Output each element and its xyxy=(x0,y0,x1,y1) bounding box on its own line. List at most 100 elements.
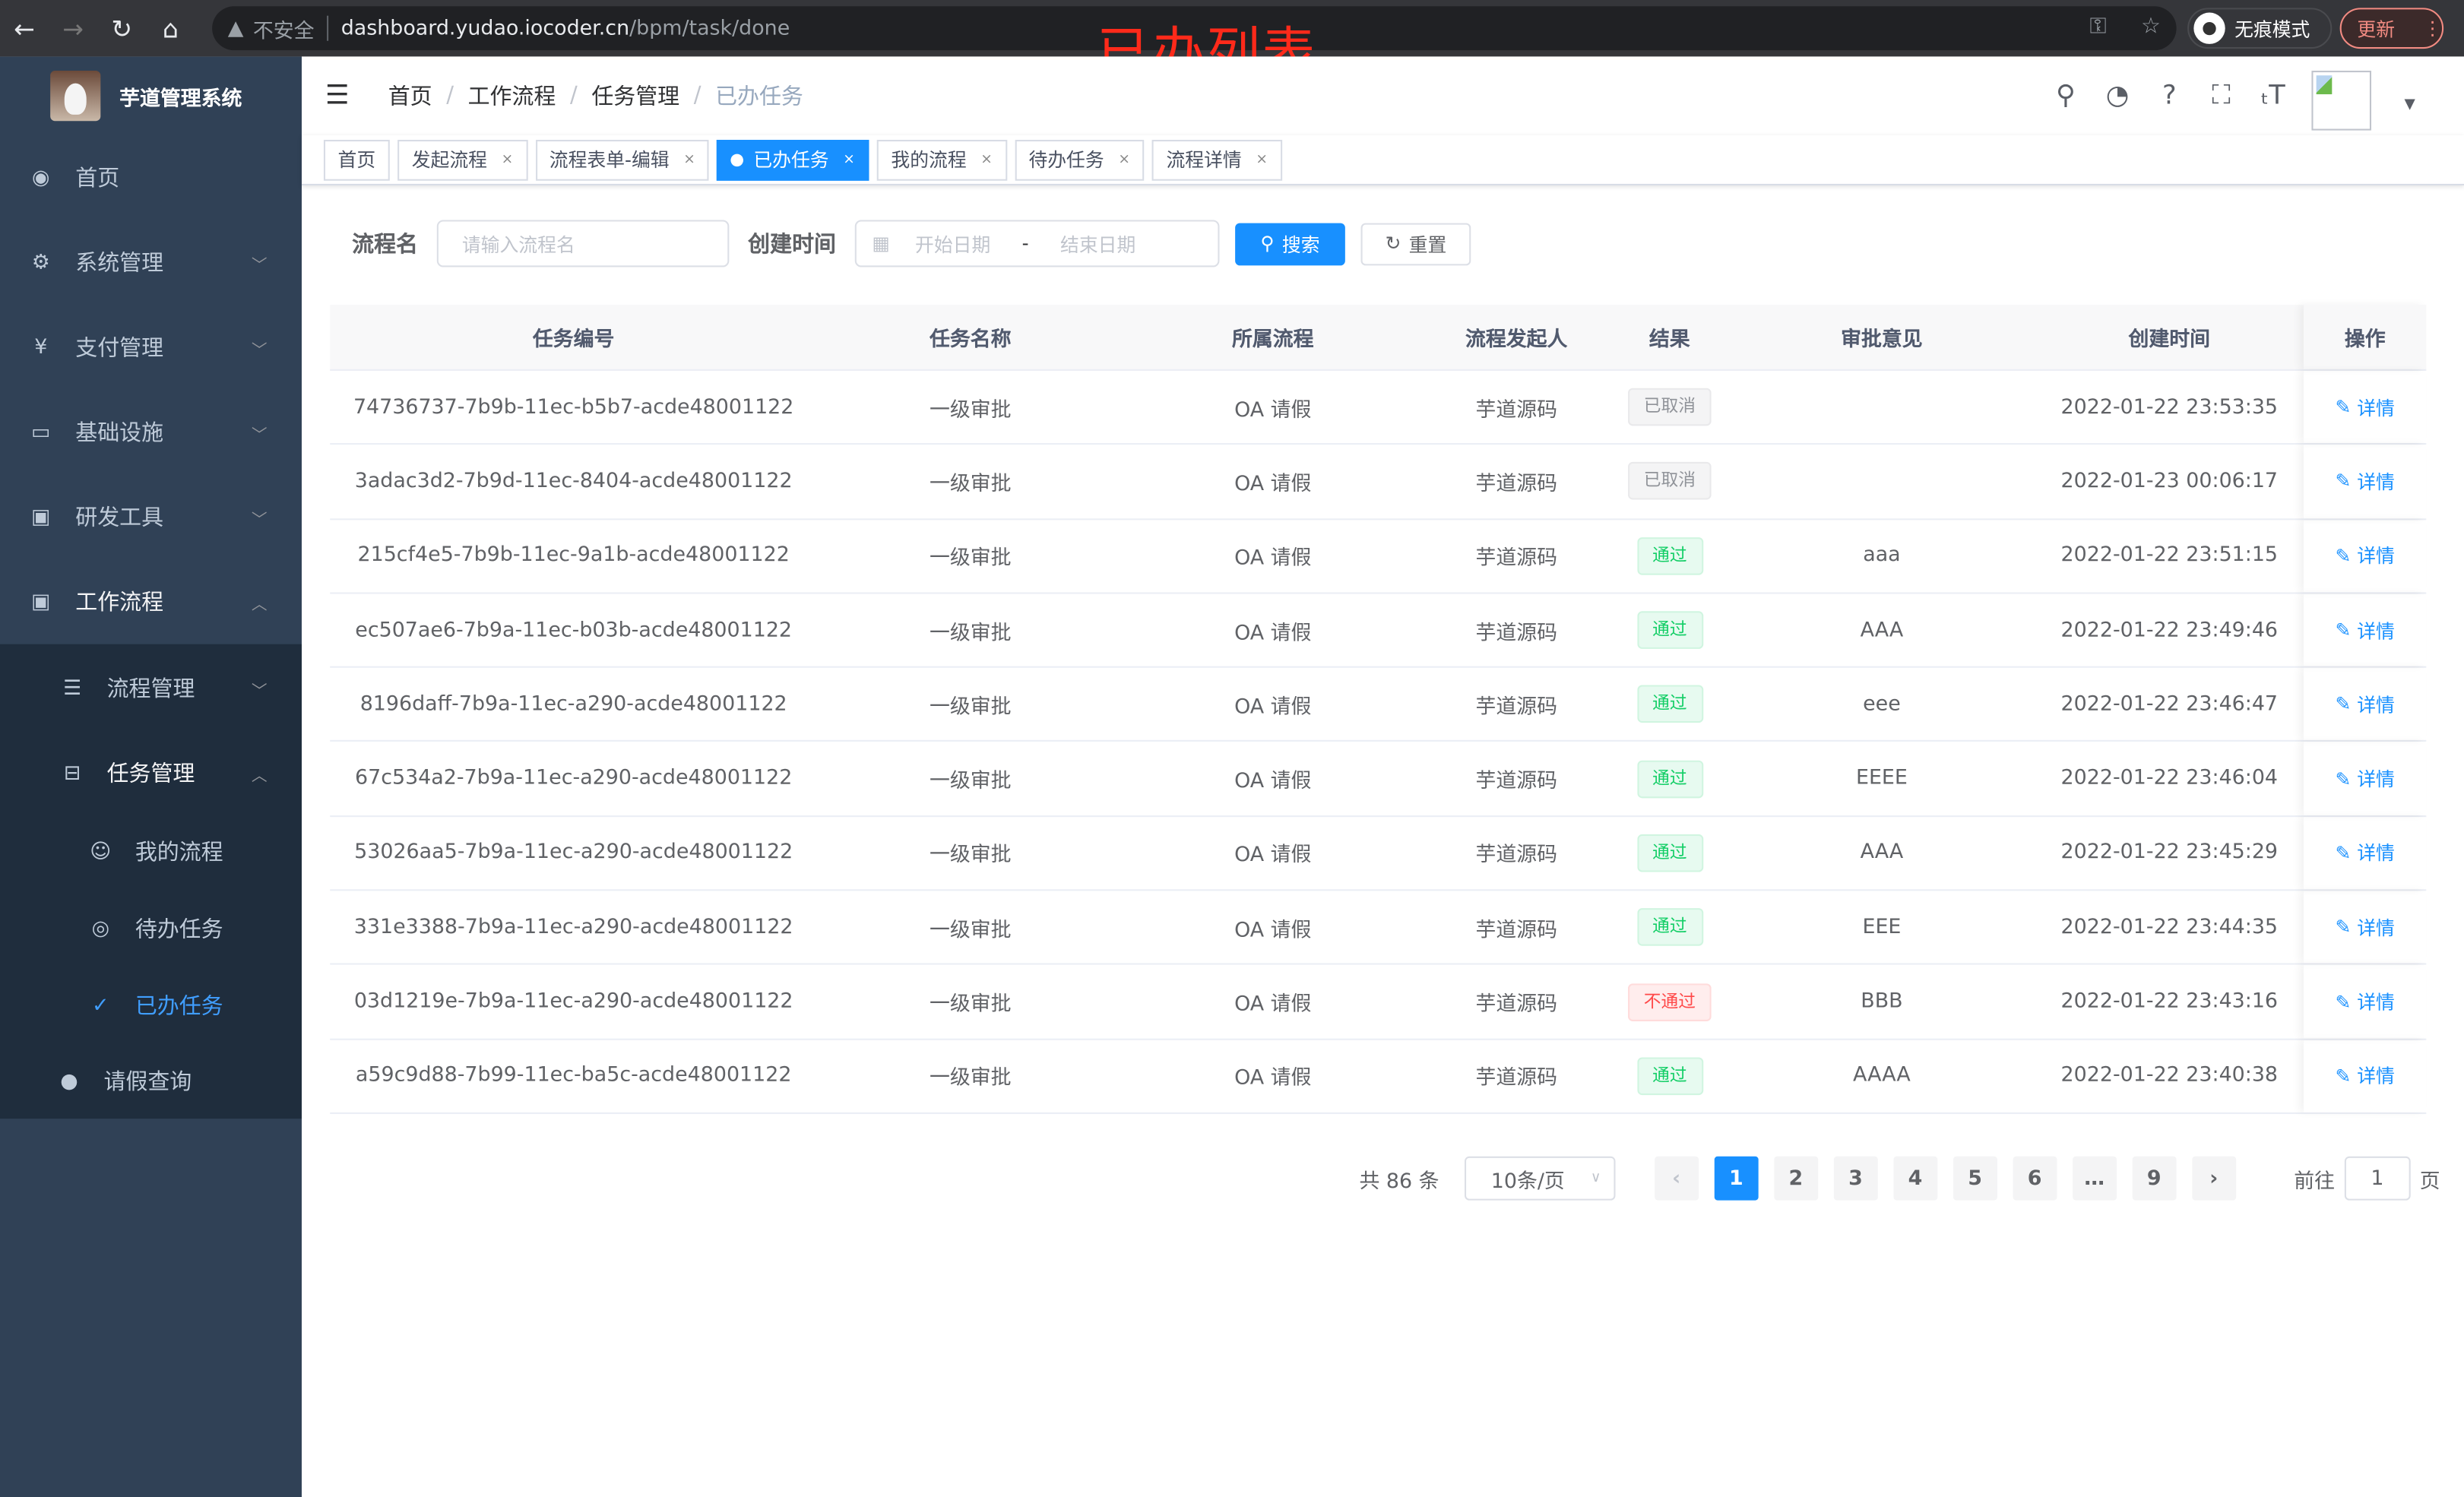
result-badge: 通过 xyxy=(1636,685,1703,723)
search-icon[interactable]: ⚲ xyxy=(2055,80,2076,112)
search-button[interactable]: ⚲ 搜索 xyxy=(1235,222,1345,265)
page-button[interactable]: 2 xyxy=(1773,1156,1818,1201)
sidebar-item-task-mgmt[interactable]: ⊟ 任务管理 ︿ xyxy=(0,730,302,815)
tag[interactable]: 流程详情 × xyxy=(1151,138,1282,180)
hamburger-icon[interactable]: ☰ xyxy=(325,80,350,112)
tag[interactable]: 我的流程 × xyxy=(876,138,1007,180)
back-icon[interactable]: ← xyxy=(14,13,35,43)
incognito-indicator[interactable]: ● 无痕模式 xyxy=(2187,8,2333,49)
incognito-label: 无痕模式 xyxy=(2234,17,2310,40)
people-icon: ☺ xyxy=(90,840,112,864)
fullscreen-icon[interactable]: ⛶ xyxy=(2212,80,2231,112)
github-icon[interactable]: ◔ xyxy=(2105,80,2130,112)
page-button[interactable]: 9 xyxy=(2132,1156,2177,1201)
sidebar-item-done[interactable]: ✓ 已办任务 xyxy=(0,967,302,1045)
column-header: 所属流程 xyxy=(1231,328,1314,353)
sidebar-item-home[interactable]: ◉ 首页 xyxy=(0,135,302,220)
detail-button[interactable]: ✎ 详情 xyxy=(2304,965,2426,1038)
tag-active[interactable]: 已办任务 × xyxy=(717,138,869,180)
close-icon[interactable]: × xyxy=(843,151,855,168)
sidebar-item-process-mgmt[interactable]: ☰ 流程管理 ﹀ xyxy=(0,646,302,731)
close-icon[interactable]: × xyxy=(1118,151,1130,168)
forward-icon[interactable]: → xyxy=(62,13,84,43)
tag[interactable]: 流程表单-编辑 × xyxy=(535,138,710,180)
create-time: 2022-01-22 23:53:35 xyxy=(2060,395,2279,419)
page-button[interactable]: 5 xyxy=(1953,1156,1997,1201)
font-size-icon[interactable]: ₜT xyxy=(2260,80,2285,112)
next-page-button[interactable]: › xyxy=(2191,1156,2236,1201)
detail-button[interactable]: ✎ 详情 xyxy=(2304,668,2426,741)
end-date[interactable]: 结束日期 xyxy=(1060,233,1136,255)
label: 支付管理 xyxy=(75,336,164,362)
goto-page-input[interactable]: 1 xyxy=(2344,1156,2411,1201)
breadcrumb-item[interactable]: 工作流程 xyxy=(467,84,556,110)
detail-label: 详情 xyxy=(2357,916,2395,939)
prev-page-button[interactable]: ‹ xyxy=(1654,1156,1699,1201)
process-name-input[interactable]: 请输入流程名 xyxy=(436,220,730,267)
reload-icon[interactable]: ↻ xyxy=(111,13,133,43)
page-button[interactable]: 3 xyxy=(1833,1156,1878,1201)
pagination: 共 86 条 10条/页 ∨ ‹ 1 2 3 4 5 6… 9 › 前往 1 页 xyxy=(1359,1156,2440,1201)
chevron-up-icon: ︿ xyxy=(251,596,268,614)
process-name: OA 请假 xyxy=(1234,992,1312,1017)
close-icon[interactable]: × xyxy=(501,151,514,168)
address-bar[interactable]: ▲ 不安全 dashboard.yudao.iocoder.cn/bpm/tas… xyxy=(212,6,2177,51)
label: 请假查询 xyxy=(103,1070,192,1096)
breadcrumb-item[interactable]: 首页 xyxy=(388,84,432,110)
detail-button[interactable]: ✎ 详情 xyxy=(2304,817,2426,890)
sidebar-item-system[interactable]: ⚙ 系统管理 ﹀ xyxy=(0,220,302,305)
help-icon[interactable]: ? xyxy=(2162,80,2177,112)
detail-label: 详情 xyxy=(2357,768,2395,791)
close-icon[interactable]: × xyxy=(683,151,695,168)
sidebar-item-leave[interactable]: ● 请假查询 xyxy=(0,1042,302,1120)
sidebar-item-my-process[interactable]: ☺ 我的流程 xyxy=(0,812,302,891)
page-suffix: 页 xyxy=(2419,1169,2440,1194)
yen-icon: ¥ xyxy=(34,335,48,359)
detail-button[interactable]: ✎ 详情 xyxy=(2304,371,2426,444)
detail-button[interactable]: ✎ 详情 xyxy=(2304,742,2426,815)
label: 首页 xyxy=(75,166,120,192)
close-icon[interactable]: × xyxy=(1256,151,1268,168)
tag[interactable]: 待办任务 × xyxy=(1014,138,1145,180)
column-header: 操作 xyxy=(2304,305,2426,369)
start-date[interactable]: 开始日期 xyxy=(915,233,991,255)
update-button[interactable]: 更新 ⋮ xyxy=(2339,8,2444,49)
detail-button[interactable]: ✎ 详情 xyxy=(2304,1040,2426,1112)
detail-button[interactable]: ✎ 详情 xyxy=(2304,520,2426,593)
sidebar-item-pay[interactable]: ¥ 支付管理 ﹀ xyxy=(0,305,302,390)
close-icon[interactable]: × xyxy=(980,151,993,168)
avatar[interactable] xyxy=(2311,71,2372,131)
breadcrumb-item[interactable]: 任务管理 xyxy=(591,84,680,110)
more-pages-button[interactable]: … xyxy=(2072,1156,2117,1201)
logo[interactable]: 芋道管理系统 xyxy=(0,56,302,135)
star-icon[interactable]: ☆ xyxy=(2140,14,2161,40)
detail-button[interactable]: ✎ 详情 xyxy=(2304,593,2426,666)
sidebar-item-todo[interactable]: ◎ 待办任务 xyxy=(0,889,302,967)
task-name: 一级审批 xyxy=(929,918,1012,942)
detail-button[interactable]: ✎ 详情 xyxy=(2304,891,2426,964)
reset-button[interactable]: ↻ 重置 xyxy=(1360,222,1471,265)
home-icon[interactable]: ⌂ xyxy=(162,13,179,43)
tag-label: 流程详情 xyxy=(1166,149,1242,172)
date-range-picker[interactable]: ▦ 开始日期 - 结束日期 xyxy=(854,220,1220,267)
page-size-select[interactable]: 10条/页 ∨ xyxy=(1464,1156,1616,1201)
key-icon[interactable]: ⚿ xyxy=(2089,14,2107,40)
detail-label: 详情 xyxy=(2357,991,2395,1014)
chevron-down-icon: ﹀ xyxy=(251,341,268,359)
sidebar-item-workflow[interactable]: ▣ 工作流程 ︿ xyxy=(0,559,302,644)
detail-label: 详情 xyxy=(2357,545,2395,568)
result-badge: 已取消 xyxy=(1628,388,1712,426)
result-cell: 不通过 xyxy=(1610,983,1728,1021)
page-button[interactable]: 4 xyxy=(1893,1156,1937,1201)
page-button[interactable]: 1 xyxy=(1714,1156,1759,1201)
sidebar-item-infra[interactable]: ▭ 基础设施 ﹀ xyxy=(0,390,302,475)
result-badge: 通过 xyxy=(1636,611,1703,649)
detail-button[interactable]: ✎ 详情 xyxy=(2304,445,2426,518)
page-button[interactable]: 6 xyxy=(2013,1156,2057,1201)
tag[interactable]: 发起流程 × xyxy=(397,138,527,180)
sidebar-item-devtools[interactable]: ▣ 研发工具 ﹀ xyxy=(0,474,302,559)
caret-down-icon[interactable]: ▼ xyxy=(2404,97,2415,113)
label: 系统管理 xyxy=(75,251,164,277)
tag-home[interactable]: 首页 xyxy=(323,138,390,180)
warning-icon: ▲ xyxy=(227,16,244,40)
